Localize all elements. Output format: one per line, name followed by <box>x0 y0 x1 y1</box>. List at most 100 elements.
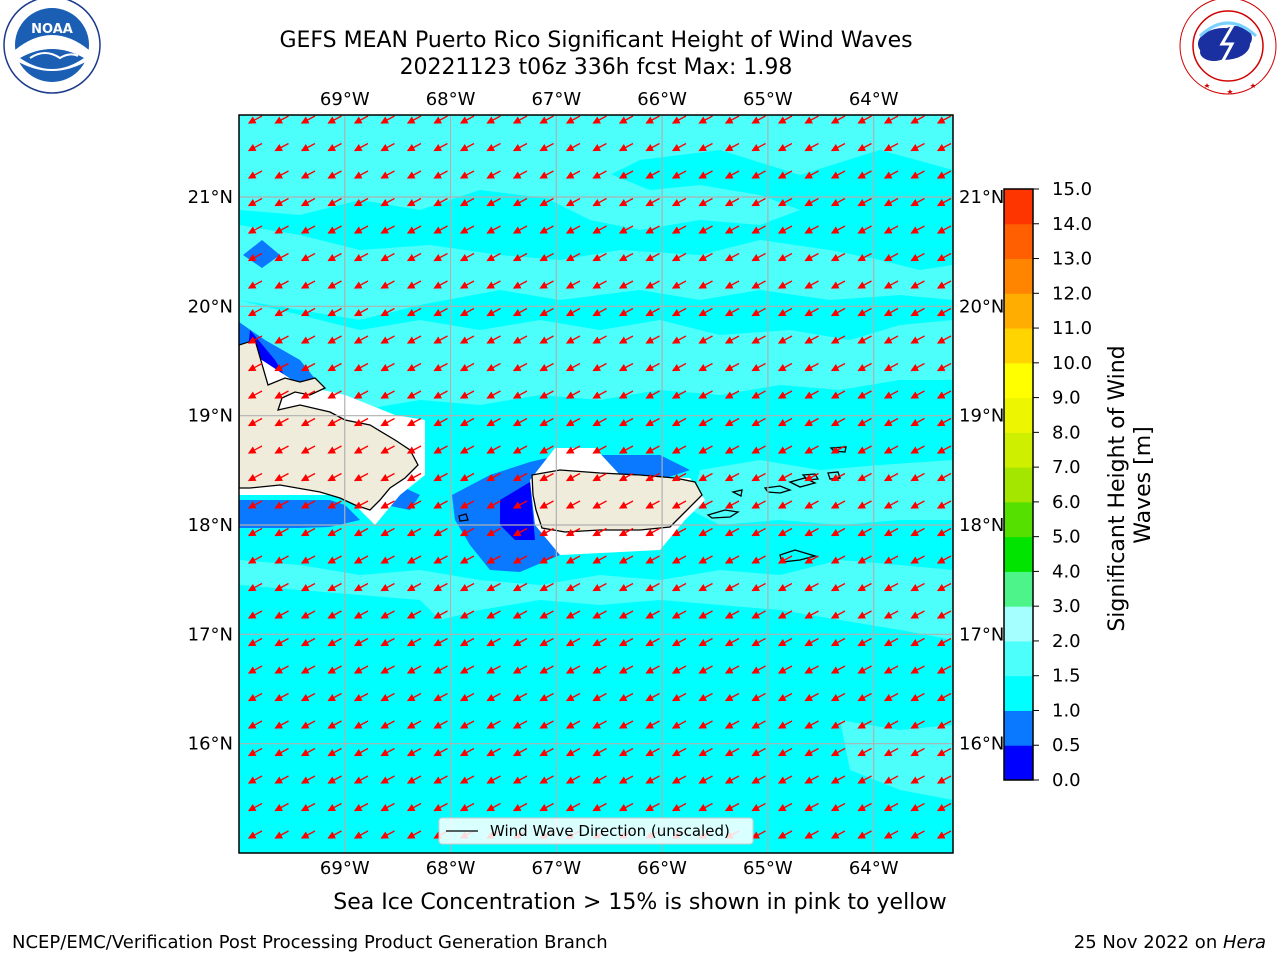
wave-direction-arrow <box>380 555 395 564</box>
wave-direction-arrow <box>353 720 369 729</box>
wave-direction-arrow <box>618 527 634 537</box>
wave-direction-arrow <box>247 582 263 592</box>
wave-direction-arrow <box>433 527 448 537</box>
nws-logo <box>1179 0 1277 95</box>
wave-direction-arrow <box>618 775 634 784</box>
wave-direction-arrow <box>671 390 687 399</box>
wave-direction-arrow <box>327 170 342 179</box>
wave-direction-arrow <box>380 472 395 482</box>
wave-direction-arrow <box>804 170 819 179</box>
colorbar-title-line1: Significant Height of Wind <box>1105 345 1130 631</box>
wave-direction-arrow <box>380 775 395 784</box>
wave-direction-arrow <box>247 802 263 812</box>
wave-direction-arrow <box>751 197 766 207</box>
colorbar-tick-label: 3.0 <box>1052 596 1081 617</box>
wave-direction-arrow <box>883 170 899 179</box>
wave-direction-arrow <box>274 472 289 482</box>
wave-direction-arrow <box>274 555 289 564</box>
wave-direction-arrow <box>486 582 501 592</box>
wave-direction-arrow <box>618 445 634 454</box>
wave-direction-arrow <box>698 582 713 592</box>
wave-direction-arrow <box>936 747 952 757</box>
wave-direction-arrow <box>592 720 607 729</box>
wave-direction-arrow <box>433 610 448 619</box>
wave-direction-arrow <box>406 362 422 372</box>
colorbar-tick-label: 15.0 <box>1052 179 1092 200</box>
lon-label-top: 67°W <box>531 89 581 110</box>
wave-direction-arrow <box>698 280 713 289</box>
wave-direction-arrow <box>327 335 342 344</box>
wave-direction-arrow <box>936 527 952 537</box>
wave-direction-arrow <box>883 665 899 674</box>
wave-direction-arrow <box>936 252 952 262</box>
wave-direction-arrow <box>777 500 793 509</box>
wave-direction-arrow <box>671 802 687 812</box>
wave-direction-arrow <box>698 527 713 537</box>
wave-direction-arrow <box>910 637 925 647</box>
wave-direction-arrow <box>910 115 925 124</box>
wave-direction-arrow <box>433 170 448 179</box>
wave-direction-arrow <box>698 225 713 234</box>
wave-direction-arrow <box>433 115 448 124</box>
wave-direction-arrow <box>910 500 925 509</box>
wave-direction-arrow <box>459 692 475 702</box>
wave-direction-arrow <box>406 115 422 124</box>
wave-direction-arrow <box>539 225 554 234</box>
wave-direction-arrow <box>777 610 793 619</box>
wave-direction-arrow <box>857 252 872 262</box>
wave-direction-arrow <box>883 142 899 152</box>
wave-direction-arrow <box>724 280 740 289</box>
wave-direction-arrow <box>698 747 713 757</box>
wave-direction-arrow <box>353 665 369 674</box>
wave-direction-arrow <box>274 610 289 619</box>
wave-direction-arrow <box>883 692 899 702</box>
wave-direction-arrow <box>830 252 846 262</box>
wave-direction-arrow <box>539 115 554 124</box>
wave-direction-arrow <box>274 637 289 647</box>
wave-direction-arrow <box>910 527 925 537</box>
wave-direction-arrow <box>751 582 766 592</box>
wave-direction-arrow <box>592 225 607 234</box>
wave-direction-arrow <box>671 775 687 784</box>
wave-direction-arrow <box>592 307 607 317</box>
wave-direction-arrow <box>565 582 581 592</box>
wave-direction-arrow <box>857 610 872 619</box>
wave-direction-arrow <box>539 335 554 344</box>
wave-direction-arrow <box>380 802 395 812</box>
wave-direction-arrow <box>565 472 581 482</box>
wave-direction-arrow <box>724 582 740 592</box>
wave-direction-arrow <box>777 527 793 537</box>
wave-direction-arrow <box>486 720 501 729</box>
wave-direction-arrow <box>883 802 899 812</box>
wave-direction-arrow <box>565 637 581 647</box>
wave-direction-arrow <box>592 747 607 757</box>
wave-direction-arrow <box>327 637 342 647</box>
wave-direction-arrow <box>406 500 422 509</box>
wave-direction-arrow <box>565 555 581 564</box>
wave-direction-arrow <box>274 170 289 179</box>
wave-direction-arrow <box>380 665 395 674</box>
wave-direction-arrow <box>353 335 369 344</box>
wave-direction-arrow <box>274 335 289 344</box>
wave-direction-arrow <box>592 500 607 509</box>
wave-direction-arrow <box>380 142 395 152</box>
wave-direction-arrow <box>380 362 395 372</box>
wave-direction-arrow <box>353 142 369 152</box>
wave-direction-arrow <box>777 802 793 812</box>
colorbar-segment <box>1004 571 1033 607</box>
wave-direction-arrow <box>327 747 342 757</box>
wave-direction-arrow <box>618 362 634 372</box>
wave-direction-arrow <box>247 390 263 399</box>
wave-direction-arrow <box>751 527 766 537</box>
wave-direction-arrow <box>247 252 263 262</box>
wave-direction-arrow <box>274 252 289 262</box>
wave-direction-arrow <box>777 390 793 399</box>
wave-direction-arrow <box>804 637 819 647</box>
wave-direction-arrow <box>804 500 819 509</box>
wave-direction-arrow <box>433 142 448 152</box>
colorbar-tick-label: 0.5 <box>1052 735 1081 756</box>
wave-direction-arrow <box>857 170 872 179</box>
wave-direction-arrow <box>804 335 819 344</box>
wave-direction-arrow <box>698 610 713 619</box>
colorbar-segment <box>1004 467 1033 503</box>
